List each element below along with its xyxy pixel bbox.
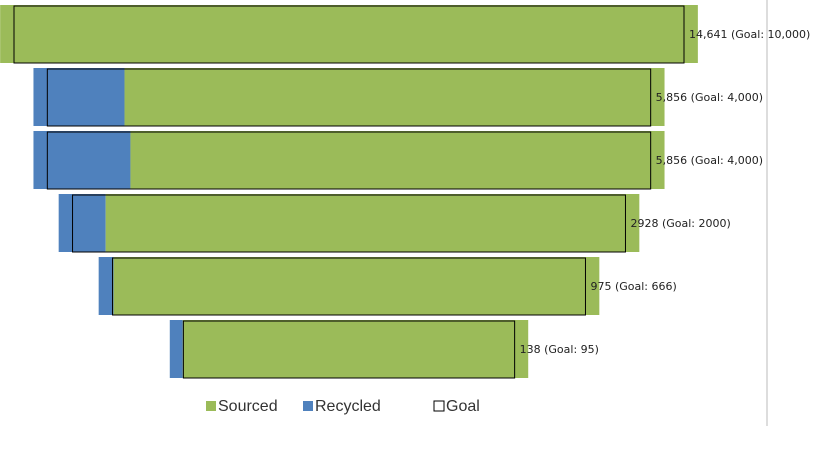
bar-segment: [113, 257, 600, 315]
bar-segment: [182, 320, 529, 378]
goal-outline: [182, 320, 516, 379]
bar-segment: [33, 131, 131, 189]
legend-label: Recycled: [315, 398, 381, 415]
bar-segment: [98, 257, 114, 315]
goal-outline: [46, 68, 652, 127]
value-label: 975 (Goal: 666): [590, 280, 676, 293]
goal-outline: [13, 5, 685, 64]
value-label: 5,856 (Goal: 4,000): [656, 154, 763, 167]
bar-segment: [105, 194, 640, 252]
goal-outline: [46, 131, 652, 190]
value-label: 5,856 (Goal: 4,000): [656, 91, 763, 104]
legend-swatch: [206, 401, 216, 411]
bar-segment: [130, 131, 665, 189]
legend-swatch: [303, 401, 313, 411]
bar-segment: [0, 5, 698, 63]
legend-label: Sourced: [218, 398, 278, 415]
legend-label: Goal: [446, 398, 480, 415]
bar-segment: [124, 68, 665, 126]
value-label: 14,641 (Goal: 10,000): [689, 28, 810, 41]
bar-segment: [58, 194, 106, 252]
goal-outline: [72, 194, 626, 253]
bar-segment: [169, 320, 183, 378]
value-label: 2928 (Goal: 2000): [630, 217, 730, 230]
legend-swatch: [433, 400, 445, 412]
value-label: 138 (Goal: 95): [520, 343, 599, 356]
goal-outline: [112, 257, 586, 316]
bar-segment: [33, 68, 125, 126]
